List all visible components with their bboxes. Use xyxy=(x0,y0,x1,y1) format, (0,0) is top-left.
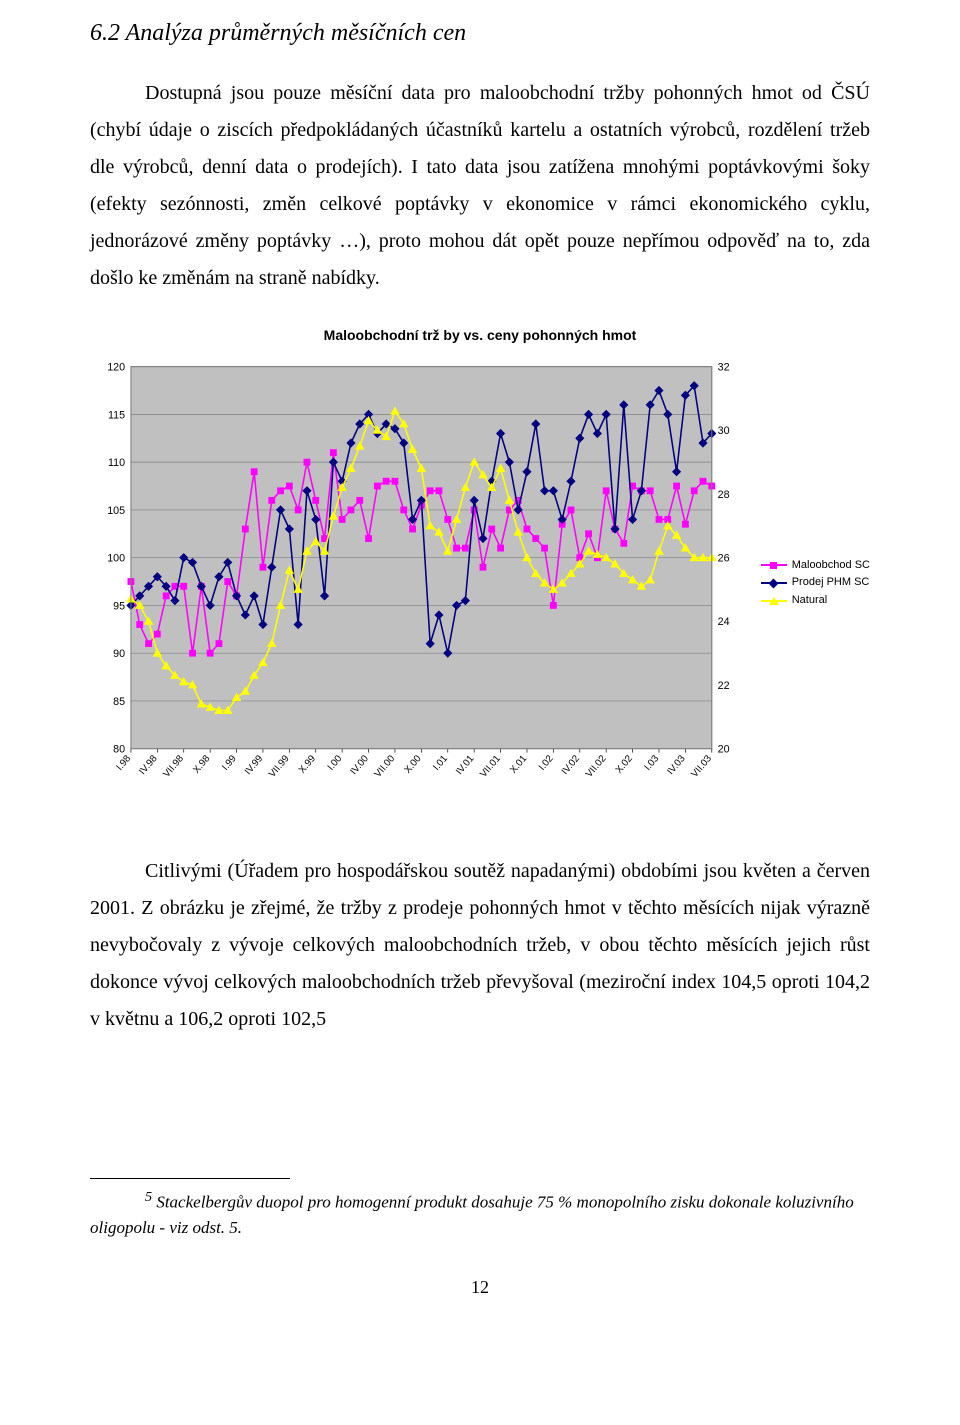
svg-text:I.03: I.03 xyxy=(642,753,661,773)
svg-text:120: 120 xyxy=(107,362,125,374)
svg-text:30: 30 xyxy=(718,425,730,437)
svg-text:VII.99: VII.99 xyxy=(267,753,292,780)
svg-text:IV.02: IV.02 xyxy=(560,753,582,777)
svg-text:I.99: I.99 xyxy=(220,753,239,773)
svg-text:IV.03: IV.03 xyxy=(665,753,687,777)
svg-text:VII.02: VII.02 xyxy=(584,753,609,780)
svg-text:X.98: X.98 xyxy=(191,753,212,775)
svg-text:X.02: X.02 xyxy=(614,753,635,775)
svg-text:100: 100 xyxy=(107,553,125,565)
legend-label: Maloobchod SC xyxy=(792,557,870,575)
paragraph-2: Citlivými (Úřadem pro hospodářskou soutě… xyxy=(90,853,870,1038)
svg-text:110: 110 xyxy=(108,457,125,469)
svg-text:X.00: X.00 xyxy=(402,753,424,776)
legend-item: Maloobchod SC xyxy=(761,557,870,575)
svg-text:X.99: X.99 xyxy=(297,753,318,775)
svg-text:95: 95 xyxy=(113,600,125,612)
svg-text:I.00: I.00 xyxy=(326,753,345,773)
legend-label: Natural xyxy=(792,592,827,610)
paragraph-1: Dostupná jsou pouze měsíční data pro mal… xyxy=(90,75,870,297)
footnote-text: Stackelbergův duopol pro homogenní produ… xyxy=(90,1193,854,1238)
svg-text:I.02: I.02 xyxy=(537,753,556,773)
footnote: 5 Stackelbergův duopol pro homogenní pro… xyxy=(90,1187,870,1241)
svg-text:32: 32 xyxy=(718,362,730,374)
svg-text:IV.99: IV.99 xyxy=(243,753,265,777)
svg-text:85: 85 xyxy=(113,696,125,708)
svg-text:26: 26 xyxy=(718,553,730,565)
page-number: 12 xyxy=(90,1277,870,1298)
legend-label: Prodej PHM SC xyxy=(792,574,870,592)
svg-text:28: 28 xyxy=(718,489,730,501)
legend-item: Prodej PHM SC xyxy=(761,574,870,592)
chart-svg: 8085909510010511011512020222426283032I.9… xyxy=(90,353,753,813)
svg-text:IV.01: IV.01 xyxy=(454,753,476,777)
svg-text:VII.01: VII.01 xyxy=(478,753,503,780)
svg-text:VII.00: VII.00 xyxy=(372,753,397,780)
svg-text:24: 24 xyxy=(718,616,730,628)
svg-text:VII.03: VII.03 xyxy=(689,753,714,780)
section-heading: 6.2 Analýza průměrných měsíčních cen xyxy=(90,20,870,47)
svg-text:20: 20 xyxy=(718,744,730,756)
svg-text:VII.98: VII.98 xyxy=(161,753,186,780)
footnote-separator xyxy=(90,1178,290,1179)
svg-text:IV.98: IV.98 xyxy=(137,753,159,777)
svg-text:115: 115 xyxy=(108,409,125,421)
legend-item: Natural xyxy=(761,592,870,610)
chart-legend: Maloobchod SCProdej PHM SCNatural xyxy=(761,557,870,610)
svg-text:X.01: X.01 xyxy=(508,753,529,775)
chart-block: Maloobchodní trž by vs. ceny pohonných h… xyxy=(90,327,870,813)
svg-text:90: 90 xyxy=(113,648,125,660)
svg-text:I.98: I.98 xyxy=(114,753,133,773)
svg-text:22: 22 xyxy=(718,680,730,692)
chart-title: Maloobchodní trž by vs. ceny pohonných h… xyxy=(90,327,870,343)
svg-text:105: 105 xyxy=(107,505,125,517)
svg-text:IV.00: IV.00 xyxy=(348,753,371,777)
svg-text:I.01: I.01 xyxy=(431,753,450,773)
